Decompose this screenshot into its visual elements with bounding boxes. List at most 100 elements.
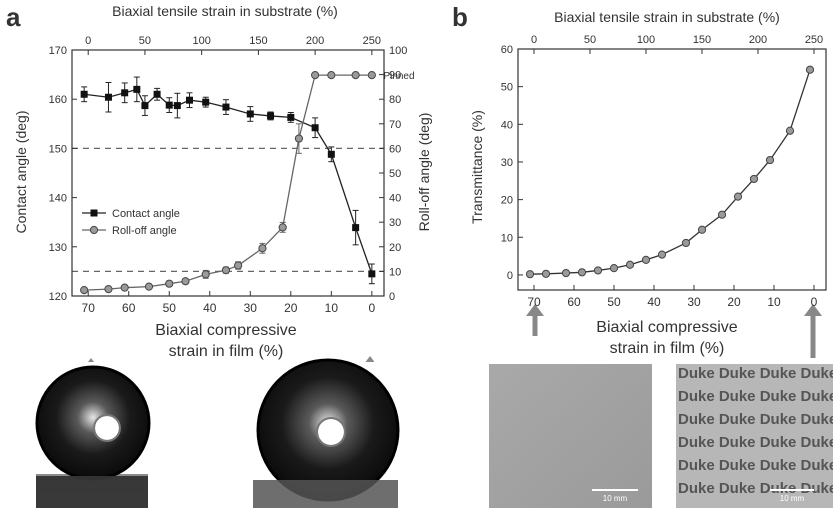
data-point-contact-angle xyxy=(141,102,149,110)
x-tick-label-a: 70 xyxy=(82,301,96,315)
duke-text-row: Duke Duke Duke Duke xyxy=(678,457,833,474)
x-tick-label-a: 50 xyxy=(163,301,177,315)
top-tick-label-b: 50 xyxy=(584,34,596,46)
data-point-transmittance xyxy=(785,126,795,135)
data-point-roll-off-angle xyxy=(367,70,376,80)
data-point-contact-angle xyxy=(267,112,275,120)
series-line-contact-angle xyxy=(84,88,373,275)
y-tick-label-b: 60 xyxy=(501,44,513,56)
y2-tick-label-a: 90 xyxy=(389,70,401,82)
data-point-transmittance xyxy=(697,225,707,234)
data-point-contact-angle xyxy=(311,124,319,132)
data-point-transmittance xyxy=(765,155,775,165)
data-point-transmittance xyxy=(625,260,635,269)
y-tick-label-b: 0 xyxy=(507,270,513,282)
y2-tick-label-a: 10 xyxy=(389,266,401,278)
pinned-label: Pinned xyxy=(383,71,414,82)
scale-bar-left-label: 10 mm xyxy=(603,494,628,503)
data-point-transmittance xyxy=(657,250,667,259)
data-point-contact-angle xyxy=(287,113,295,121)
y2-tick-label-a: 80 xyxy=(389,94,401,106)
data-point-roll-off-angle xyxy=(294,134,304,143)
panel-a-letter: a xyxy=(6,2,21,32)
y-tick-label-a: 140 xyxy=(49,193,67,205)
legend-label-contact-angle: Contact angle xyxy=(112,208,180,220)
data-point-contact-angle xyxy=(104,93,112,101)
y-tick-label-a: 130 xyxy=(49,242,67,254)
y-tick-label-b: 20 xyxy=(501,195,513,207)
top-tick-label-b: 0 xyxy=(531,34,537,46)
data-point-transmittance xyxy=(609,264,619,273)
y-tick-label-b: 10 xyxy=(501,232,513,244)
arrow-left-b xyxy=(526,304,544,336)
data-point-roll-off-angle xyxy=(278,223,287,232)
y2-tick-label-a: 30 xyxy=(389,217,401,229)
y-tick-label-a: 150 xyxy=(49,143,67,155)
duke-text-row: Duke Duke Duke Duke xyxy=(678,434,833,451)
scale-bar-right-label: 10 mm xyxy=(780,494,805,503)
data-point-roll-off-angle xyxy=(221,266,231,275)
data-point-contact-angle xyxy=(222,103,230,111)
data-point-transmittance xyxy=(577,268,587,277)
duke-text-row: Duke Duke Duke Duke xyxy=(678,388,833,405)
x-tick-label-b: 10 xyxy=(767,295,781,309)
duke-text-row: Duke Duke Duke Duke xyxy=(678,480,833,497)
x-tick-label-b: 20 xyxy=(727,295,741,309)
top-tick-label-a: 200 xyxy=(306,35,324,47)
plot-frame-b xyxy=(517,48,827,291)
x-tick-label-a: 20 xyxy=(284,301,298,315)
data-point-contact-angle xyxy=(121,89,129,97)
droplet-photo-right xyxy=(253,358,400,508)
y2-tick-label-a: 0 xyxy=(389,291,395,303)
y-tick-label-b: 50 xyxy=(501,82,513,94)
data-point-contact-angle xyxy=(327,150,335,158)
y-tick-label-a: 120 xyxy=(49,291,67,303)
x-tick-label-b: 50 xyxy=(607,295,621,309)
y2-tick-label-a: 70 xyxy=(389,119,401,131)
y2-tick-label-a: 100 xyxy=(389,45,407,57)
panel-b-bottom-axis-label-1: Biaxial compressive xyxy=(596,319,737,336)
data-point-contact-angle xyxy=(368,270,376,278)
duke-text-row: Duke Duke Duke Duke xyxy=(678,365,833,382)
x-tick-label-a: 0 xyxy=(369,301,376,315)
data-point-transmittance xyxy=(733,192,743,201)
data-point-roll-off-angle xyxy=(327,70,336,80)
data-point-contact-angle xyxy=(133,85,141,93)
data-point-transmittance xyxy=(749,174,759,184)
x-tick-label-b: 60 xyxy=(567,295,581,309)
data-point-transmittance xyxy=(525,270,535,279)
data-point-transmittance xyxy=(805,65,815,74)
top-tick-label-b: 250 xyxy=(805,34,823,46)
data-point-transmittance xyxy=(681,238,691,248)
top-tick-label-a: 50 xyxy=(139,35,151,47)
panel-a-bottom-axis-label-2: strain in film (%) xyxy=(169,343,284,360)
data-point-contact-angle xyxy=(165,101,173,109)
y2-tick-label-a: 40 xyxy=(389,193,401,205)
droplet-photo-left xyxy=(35,362,151,508)
series-line-roll-off-angle xyxy=(84,74,372,291)
data-point-contact-angle xyxy=(202,98,210,106)
chart-a: 1201301401501601700102030405060708090100… xyxy=(49,35,408,315)
top-tick-label-b: 200 xyxy=(749,34,767,46)
data-point-roll-off-angle xyxy=(351,70,360,80)
y2-tick-label-a: 20 xyxy=(389,242,401,254)
series-line-transmittance xyxy=(529,69,811,275)
duke-text-row: Duke Duke Duke Duke xyxy=(678,411,833,428)
top-tick-label-b: 150 xyxy=(693,34,711,46)
data-point-roll-off-angle xyxy=(311,70,320,80)
y2-tick-label-a: 60 xyxy=(389,143,401,155)
data-point-roll-off-angle xyxy=(120,283,129,292)
data-point-contact-angle xyxy=(186,96,194,104)
top-tick-label-b: 100 xyxy=(637,34,655,46)
panel-a-right-axis-label: Roll-off angle (deg) xyxy=(416,113,432,232)
top-tick-label-a: 100 xyxy=(192,35,210,47)
y-tick-label-a: 160 xyxy=(49,94,67,106)
arrow-right-b xyxy=(804,304,822,358)
y-tick-label-a: 170 xyxy=(49,45,67,57)
x-tick-label-b: 0 xyxy=(811,295,818,309)
data-point-transmittance xyxy=(561,268,571,278)
x-tick-label-a: 10 xyxy=(325,301,339,315)
data-point-roll-off-angle xyxy=(258,244,267,253)
x-tick-label-a: 30 xyxy=(244,301,258,315)
